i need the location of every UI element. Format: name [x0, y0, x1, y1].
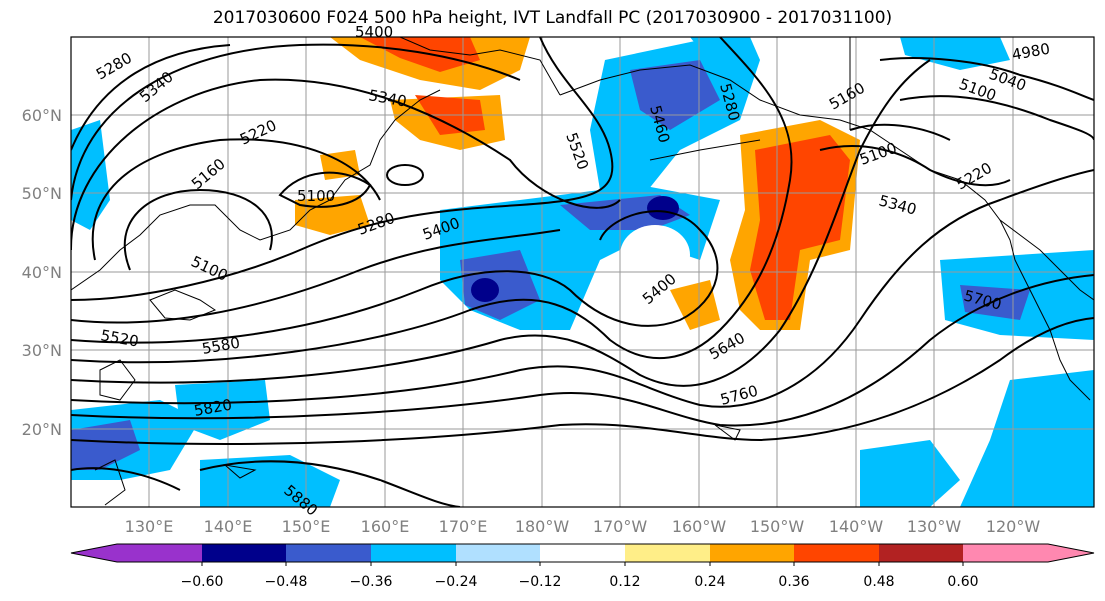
colorbar-swatch — [1048, 544, 1094, 562]
lat-tick-label: 50°N — [22, 184, 62, 203]
colorbar-swatch — [540, 544, 625, 562]
colorbar-tick-label: 0.48 — [863, 574, 894, 590]
lon-tick-label: 150°W — [750, 517, 805, 536]
colorbar-swatch — [71, 544, 117, 562]
colorbar-swatch — [371, 544, 456, 562]
negative-ivt-core — [460, 250, 540, 320]
graticule — [71, 37, 1094, 507]
negative-ivt-region — [200, 455, 340, 507]
colorbar-swatch — [963, 544, 1048, 562]
lon-tick-label: 160°E — [361, 517, 410, 536]
lon-tick-label: 160°W — [672, 517, 727, 536]
lon-tick-label: 170°W — [593, 517, 648, 536]
colorbar-swatch — [456, 544, 540, 562]
lon-tick-label: 120°W — [986, 517, 1041, 536]
colorbar-tick-label: 0.24 — [694, 574, 725, 590]
map-title: 2017030600 F024 500 hPa height, IVT Land… — [212, 8, 893, 28]
colorbar-tick-label: −0.12 — [519, 574, 562, 590]
colorbar-swatch — [286, 544, 371, 562]
lat-tick-label: 30°N — [22, 341, 62, 360]
map-frame — [70, 36, 1095, 508]
lon-tick-label: 140°W — [829, 517, 884, 536]
colorbar-swatch — [794, 544, 879, 562]
colorbar-swatch — [710, 544, 794, 562]
contour-label: 5400 — [355, 23, 393, 41]
negative-ivt-peak — [647, 196, 679, 220]
negative-ivt-region — [860, 440, 960, 507]
colorbar-swatch — [117, 544, 202, 562]
latitude-axis: 60°N 50°N 40°N 30°N 20°N — [22, 106, 62, 439]
colorbar-tick-label: 0.60 — [947, 574, 978, 590]
colorbar-tick-label: 0.12 — [609, 574, 640, 590]
lon-tick-label: 130°W — [907, 517, 962, 536]
height-contours — [71, 37, 1094, 507]
lon-tick-label: 150°E — [282, 517, 331, 536]
positive-ivt-region — [295, 195, 370, 235]
lon-tick-label: 130°E — [125, 517, 174, 536]
colorbar-swatch — [879, 544, 963, 562]
colorbar: −0.60 −0.48 −0.36 −0.24 −0.12 0.12 0.24 … — [70, 543, 1095, 590]
longitude-axis: 130°E 140°E 150°E 160°E 170°E 180°W 170°… — [125, 517, 1041, 536]
colorbar-tick-label: −0.60 — [181, 574, 224, 590]
positive-ivt-region — [670, 280, 720, 330]
positive-ivt-core — [750, 135, 850, 320]
colorbar-tick-label: −0.24 — [435, 574, 478, 590]
negative-ivt-region — [960, 370, 1094, 507]
map-panel: 5280 5340 5340 5220 5160 5100 5100 5280 … — [70, 23, 1095, 520]
negative-ivt-peak — [471, 278, 499, 302]
negative-ivt-region — [71, 120, 110, 230]
lon-tick-label: 170°E — [439, 517, 488, 536]
negative-ivt-region — [175, 380, 270, 440]
coastlines — [71, 37, 1094, 506]
negative-ivt-core — [71, 420, 140, 470]
colorbar-tick-label: −0.48 — [265, 574, 308, 590]
colorbar-swatch — [202, 544, 286, 562]
colorbar-tick-label: −0.36 — [350, 574, 393, 590]
ivt-neutral-hole — [620, 225, 690, 285]
colorbar-swatch — [625, 544, 710, 562]
contour-label: 5100 — [297, 187, 335, 205]
negative-ivt-region — [690, 37, 760, 75]
ivt-shading — [71, 37, 1094, 507]
lat-tick-label: 60°N — [22, 106, 62, 125]
negative-ivt-core — [630, 60, 720, 130]
lat-tick-label: 20°N — [22, 420, 62, 439]
lon-tick-label: 180°W — [515, 517, 570, 536]
positive-ivt-core — [360, 37, 480, 72]
negative-ivt-region — [900, 37, 1010, 70]
lat-tick-label: 40°N — [22, 263, 62, 282]
colorbar-tick-label: 0.36 — [778, 574, 809, 590]
lon-tick-label: 140°E — [204, 517, 253, 536]
